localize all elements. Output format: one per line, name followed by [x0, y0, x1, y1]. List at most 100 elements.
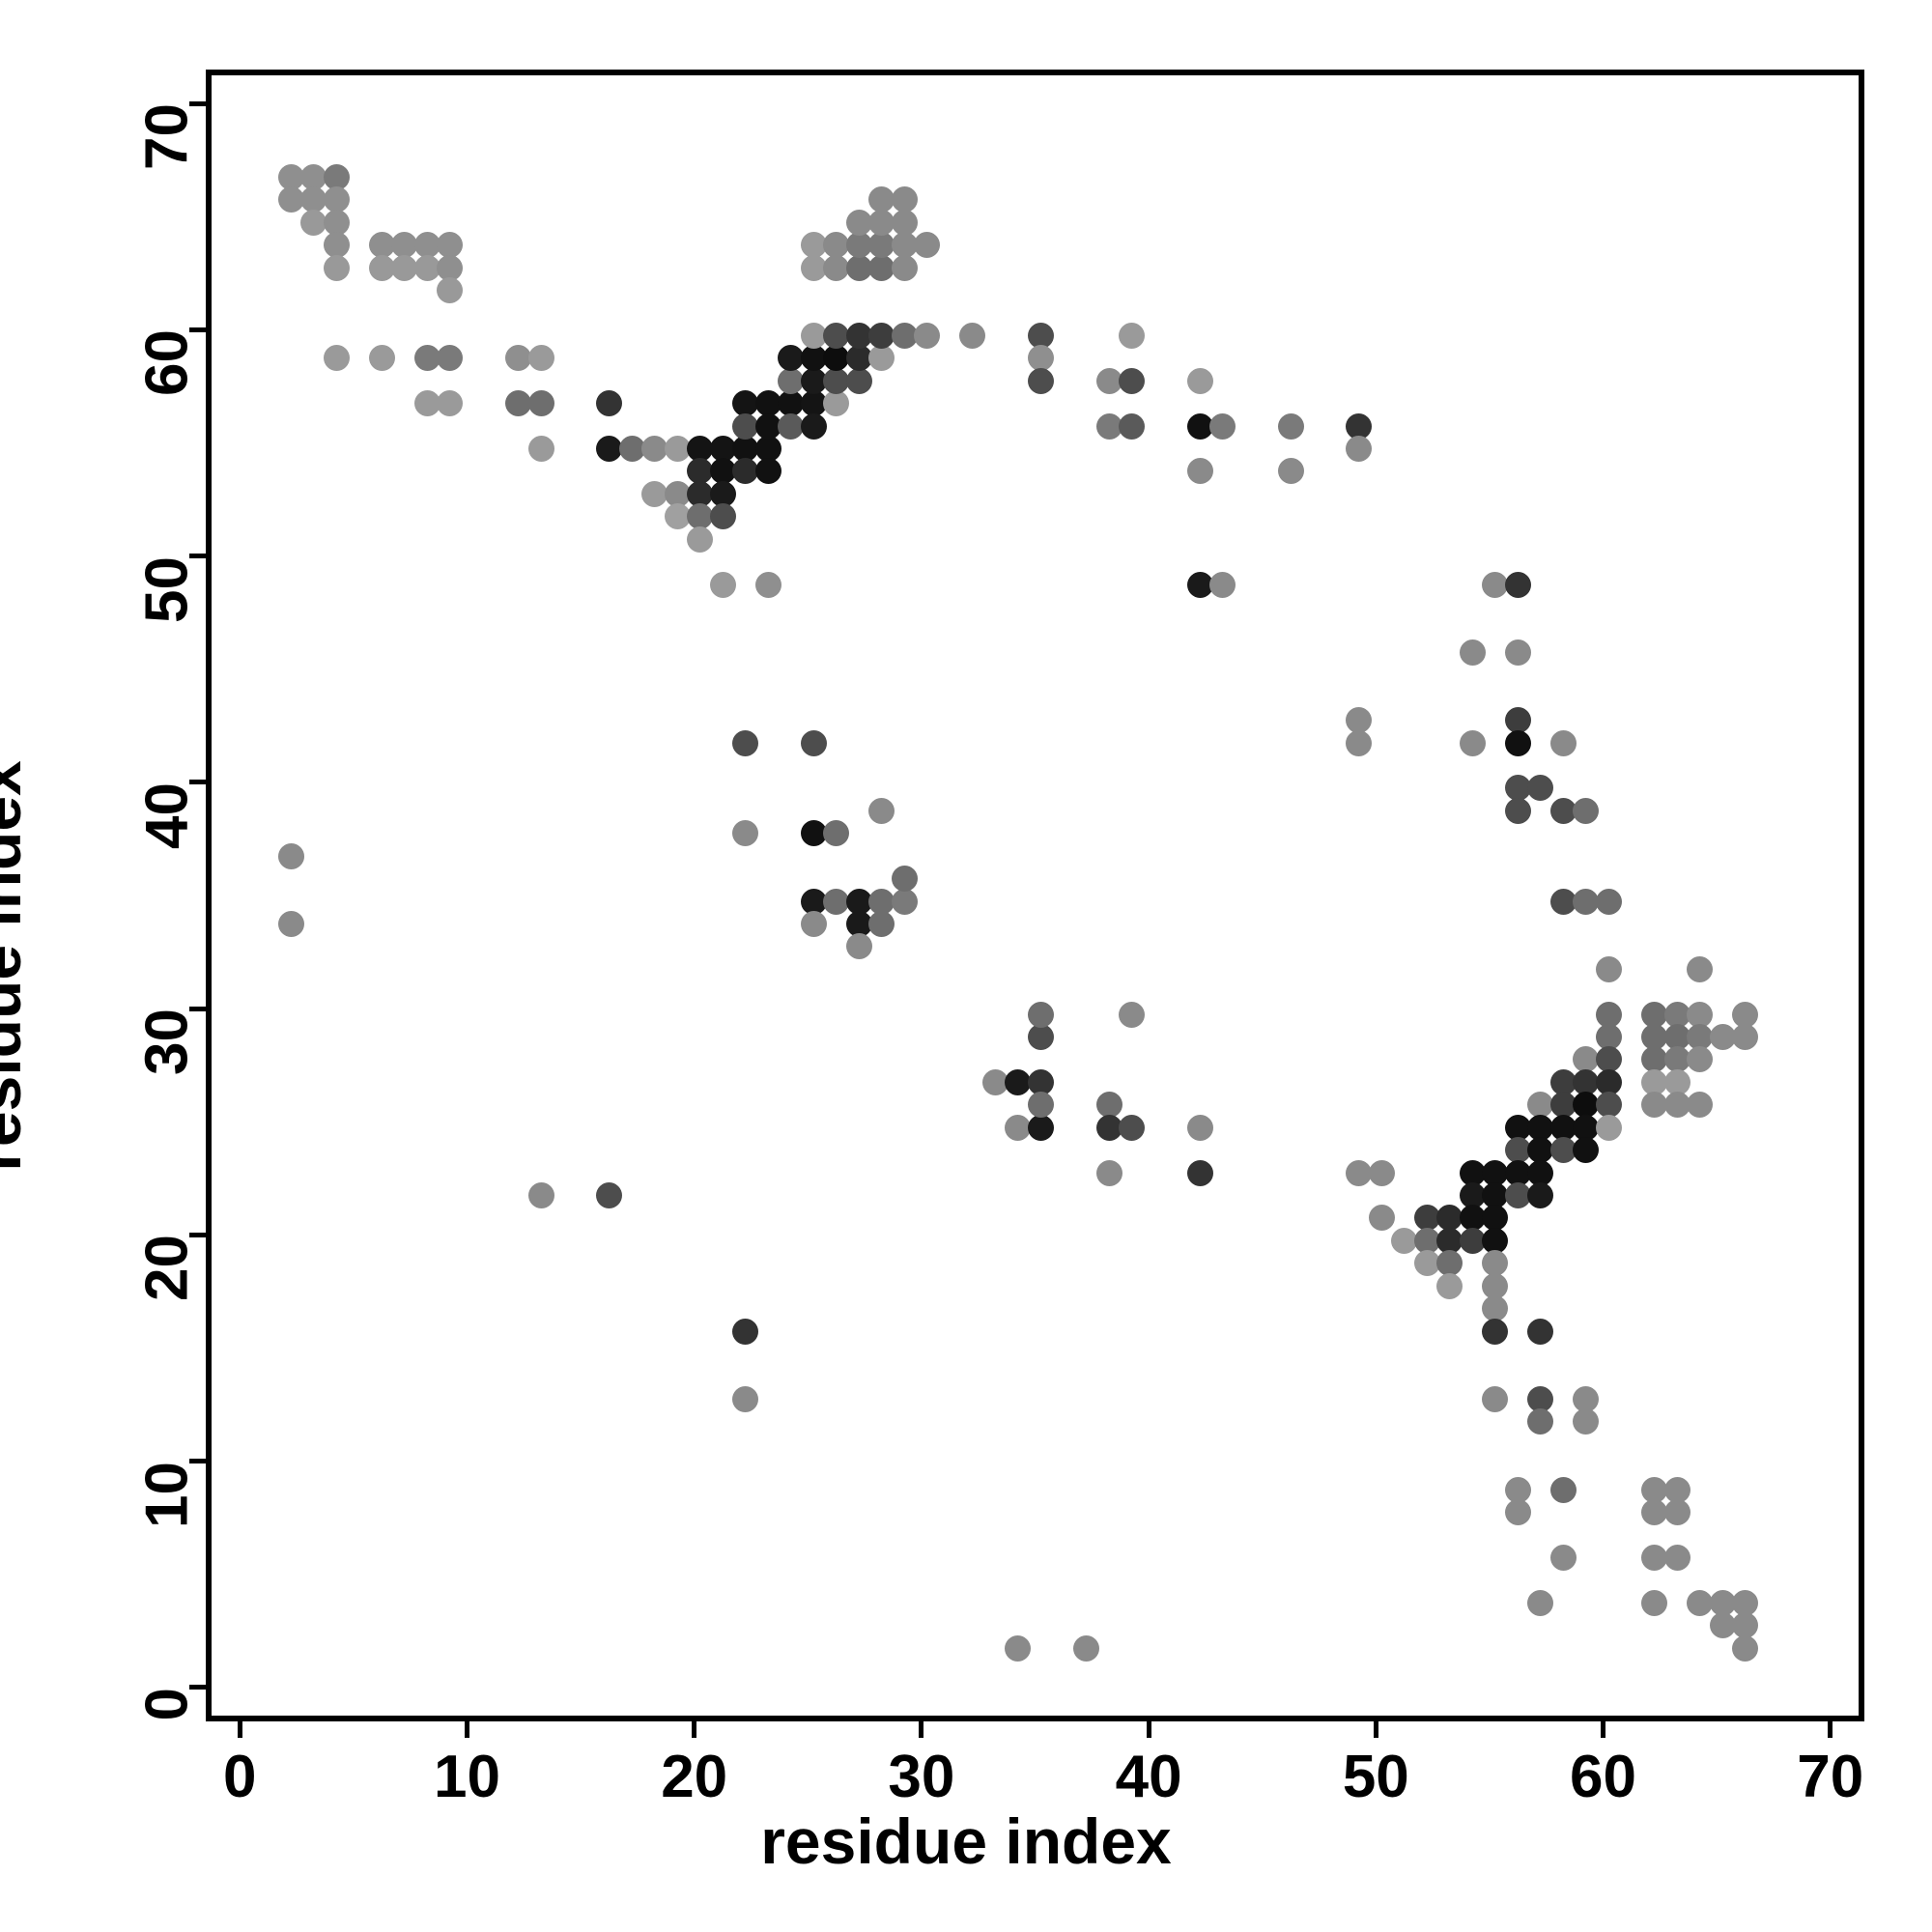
scatter-point [1732, 1634, 1759, 1662]
y-tick-mark [189, 1006, 206, 1011]
y-tick-mark [189, 1459, 206, 1464]
y-tick-mark [189, 100, 206, 106]
scatter-point [687, 458, 714, 485]
scatter-point [1641, 1589, 1668, 1616]
scatter-point [1687, 1092, 1714, 1119]
scatter-point [1459, 1159, 1486, 1186]
scatter-point [664, 436, 691, 462]
scatter-point [845, 232, 872, 259]
scatter-point [1549, 797, 1577, 824]
scatter-point [1186, 458, 1213, 485]
scatter-point [1095, 1114, 1122, 1141]
scatter-point [1663, 1476, 1690, 1503]
scatter-point [1663, 1001, 1690, 1028]
scatter-point [823, 367, 850, 394]
scatter-point [300, 186, 327, 213]
scatter-point [891, 866, 918, 893]
scatter-point [868, 345, 895, 372]
scatter-point [1504, 1498, 1531, 1525]
scatter-point [868, 322, 895, 349]
scatter-point [1709, 1612, 1736, 1639]
scatter-point [1549, 1092, 1577, 1119]
scatter-point [368, 254, 395, 281]
scatter-point [1732, 1589, 1759, 1616]
scatter-point [1596, 1001, 1622, 1028]
scatter-point [1687, 1024, 1714, 1051]
scatter-point [1504, 571, 1531, 598]
scatter-point [800, 367, 827, 394]
scatter-point [1641, 1498, 1668, 1525]
scatter-point [1573, 888, 1600, 915]
scatter-point [1186, 571, 1213, 598]
y-tick-mark [189, 1232, 206, 1237]
x-tick-mark [919, 1721, 924, 1738]
scatter-point [1527, 1318, 1554, 1345]
scatter-point [754, 390, 781, 417]
scatter-point [959, 322, 986, 349]
scatter-point [1549, 1068, 1577, 1095]
scatter-point [823, 232, 850, 259]
x-tick-label: 40 [1115, 1744, 1182, 1810]
scatter-point [1527, 1408, 1554, 1435]
scatter-point [1028, 322, 1054, 349]
scatter-point [1687, 1589, 1714, 1616]
y-tick-mark [189, 1685, 206, 1690]
scatter-point [1277, 412, 1304, 440]
scatter-point [1482, 1250, 1509, 1277]
scatter-point [277, 186, 304, 213]
scatter-point [800, 345, 827, 372]
scatter-point [823, 322, 850, 349]
scatter-point [868, 232, 895, 259]
scatter-point [413, 390, 440, 417]
scatter-point [596, 1182, 623, 1209]
scatter-point [1028, 345, 1054, 372]
scatter-point [1596, 1024, 1622, 1051]
scatter-point [1663, 1068, 1690, 1095]
scatter-point [868, 797, 895, 824]
scatter-point [1186, 1114, 1213, 1141]
scatter-point [1095, 1159, 1122, 1186]
scatter-point [323, 163, 350, 190]
scatter-point [845, 933, 872, 960]
scatter-point [437, 345, 464, 372]
scatter-point [1573, 1046, 1600, 1073]
scatter-point [1482, 1182, 1509, 1209]
scatter-point [1527, 1137, 1554, 1164]
scatter-point [1186, 1159, 1213, 1186]
scatter-point [1005, 1068, 1032, 1095]
scatter-point [391, 254, 418, 281]
scatter-point [1368, 1159, 1395, 1186]
scatter-point [1549, 1544, 1577, 1571]
scatter-point [641, 436, 668, 462]
scatter-point [1596, 1068, 1622, 1095]
scatter-point [1504, 707, 1531, 734]
scatter-point [1663, 1024, 1690, 1051]
scatter-point [1186, 367, 1213, 394]
scatter-point [845, 910, 872, 937]
plot-area [206, 70, 1864, 1721]
scatter-point [823, 820, 850, 847]
scatter-point [823, 345, 850, 372]
scatter-point [505, 345, 532, 372]
scatter-point [1368, 1205, 1395, 1232]
scatter-point [277, 842, 304, 869]
scatter-point [1436, 1205, 1463, 1232]
scatter-point [1482, 1205, 1509, 1232]
scatter-point [981, 1068, 1009, 1095]
scatter-point [891, 232, 918, 259]
scatter-point [1482, 1227, 1509, 1254]
scatter-point [823, 254, 850, 281]
scatter-point [391, 232, 418, 259]
scatter-point [1459, 729, 1486, 756]
scatter-point [1209, 412, 1236, 440]
scatter-point [1504, 729, 1531, 756]
scatter-point [437, 254, 464, 281]
scatter-point [1504, 1159, 1531, 1186]
scatter-point [1641, 1092, 1668, 1119]
scatter-point [1596, 955, 1622, 982]
scatter-point [845, 888, 872, 915]
scatter-point [1663, 1544, 1690, 1571]
scatter-point [1573, 1092, 1600, 1119]
scatter-point [1709, 1589, 1736, 1616]
scatter-point [845, 367, 872, 394]
